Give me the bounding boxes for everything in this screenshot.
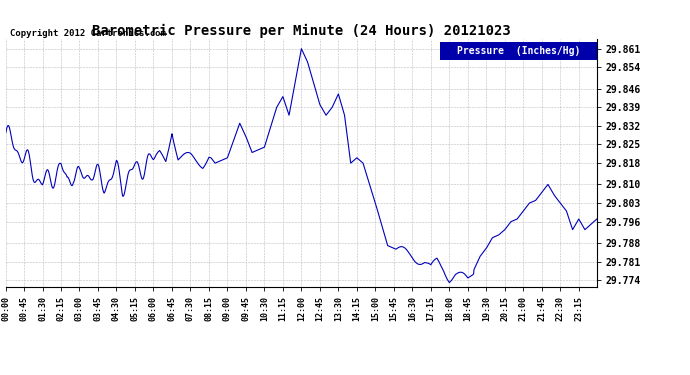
Title: Barometric Pressure per Minute (24 Hours) 20121023: Barometric Pressure per Minute (24 Hours…	[92, 24, 511, 38]
Text: Copyright 2012 Cartronics.com: Copyright 2012 Cartronics.com	[10, 28, 166, 38]
